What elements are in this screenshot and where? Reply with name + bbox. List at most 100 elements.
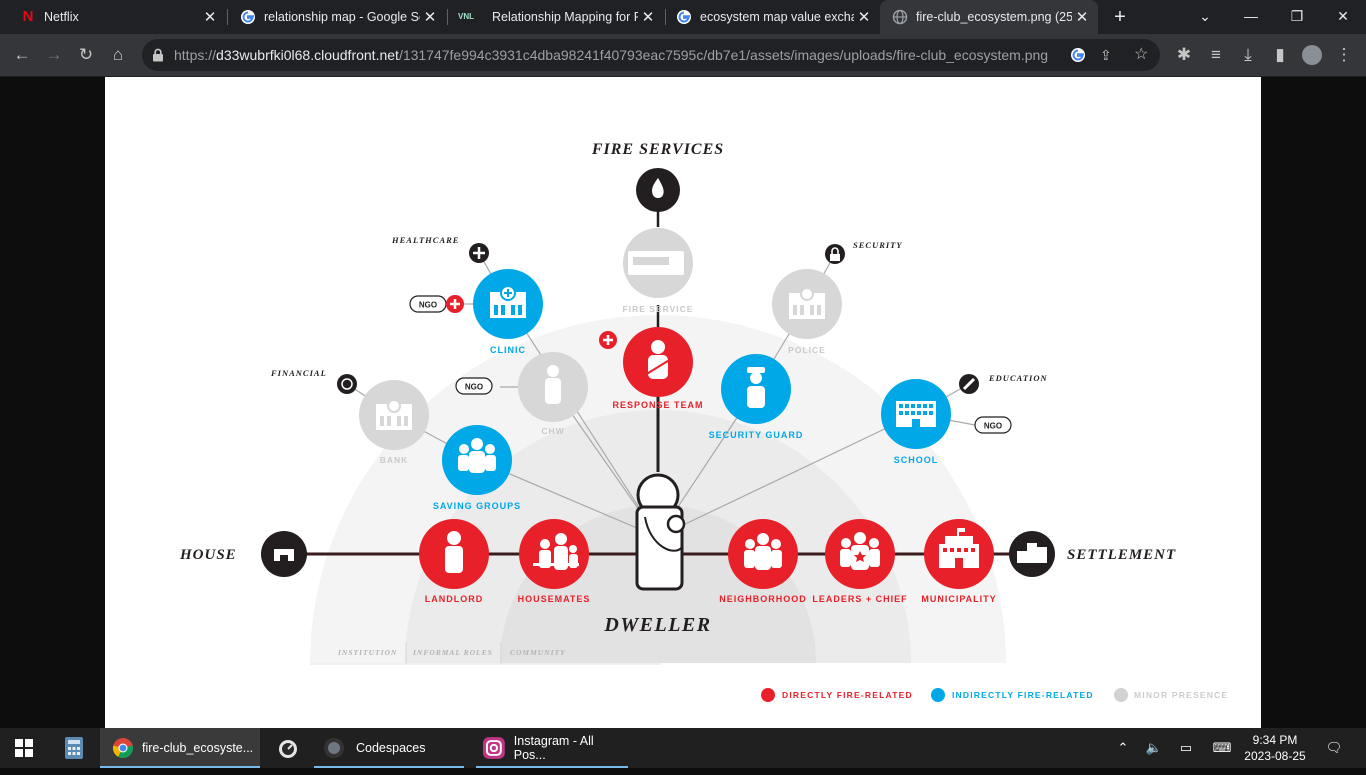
financial-label: FINANCIAL xyxy=(270,368,327,378)
legend-swatch-minor xyxy=(1114,688,1128,702)
fire-service-label: FIRE SERVICE xyxy=(623,304,694,314)
globe-icon xyxy=(892,9,908,25)
google-lens-icon[interactable] xyxy=(1070,47,1086,63)
restore-button[interactable]: ❐ xyxy=(1290,8,1304,24)
legend-indirect: INDIRECTLY FIRE-RELATED xyxy=(952,690,1094,700)
close-tab-icon[interactable]: ✕ xyxy=(1075,9,1089,26)
browser-tab-strip: N Netflix ✕ relationship map - Google Se… xyxy=(0,0,1366,34)
extensions-puzzle-icon[interactable]: ✱ xyxy=(1176,45,1192,64)
tab-relationship-mapping[interactable]: VNL Relationship Mapping for Pul ✕ xyxy=(446,0,664,34)
svg-text:NGO: NGO xyxy=(419,301,437,310)
windows-logo-icon xyxy=(15,739,33,757)
ring-label-community: COMMUNITY xyxy=(510,648,566,657)
saving-group-people-icon xyxy=(458,438,496,473)
tab-netflix[interactable]: N Netflix ✕ xyxy=(8,0,226,34)
school-label: SCHOOL xyxy=(894,455,939,465)
saving-groups-label: SAVING GROUPS xyxy=(433,501,521,511)
profile-avatar[interactable] xyxy=(1298,41,1326,69)
snipping-app[interactable] xyxy=(266,728,310,768)
close-tab-icon[interactable]: ✕ xyxy=(203,9,217,26)
fire-services-title: FIRE SERVICES xyxy=(591,141,724,158)
network-icon[interactable]: ▭ xyxy=(1179,740,1193,755)
minimize-button[interactable]: — xyxy=(1244,8,1258,24)
police-label: POLICE xyxy=(788,345,826,355)
forward-arrow-icon[interactable]: → xyxy=(45,45,63,64)
clock-time: 9:34 PM xyxy=(1252,733,1298,747)
education-label: EDUCATION xyxy=(988,373,1048,383)
housemates-label: HOUSEMATES xyxy=(518,594,591,604)
ring-label-informal-roles: INFORMAL ROLES xyxy=(412,648,493,657)
netflix-icon: N xyxy=(22,8,34,25)
lock-icon[interactable] xyxy=(152,48,164,62)
tray-chevron-up-icon[interactable]: ⌃ xyxy=(1117,740,1129,755)
start-button[interactable] xyxy=(0,728,48,768)
legend-swatch-direct xyxy=(761,688,775,702)
close-tab-icon[interactable]: ✕ xyxy=(857,9,871,26)
house-label: HOUSE xyxy=(179,547,237,563)
image-viewer: FIRE SERVICES FIRE SERVICE HEALTHCARE CL… xyxy=(105,77,1261,728)
keyboard-icon[interactable]: ⌨ xyxy=(1212,740,1232,755)
flame-icon xyxy=(652,178,664,198)
notification-icon[interactable]: 🗨 xyxy=(1325,740,1343,755)
back-arrow-icon[interactable]: ← xyxy=(13,45,31,64)
tab-google-search-2[interactable]: ecosystem map value exchar ✕ xyxy=(664,0,880,34)
close-tab-icon[interactable]: ✕ xyxy=(641,9,655,26)
clock[interactable]: 9:34 PM 2023-08-25 xyxy=(1242,728,1308,768)
instagram-icon xyxy=(482,737,505,759)
housemates-icon xyxy=(533,533,579,570)
codespaces-icon xyxy=(324,738,344,758)
tab-separator xyxy=(227,9,228,25)
reload-icon[interactable]: ↻ xyxy=(78,45,94,64)
media-control-icon[interactable]: ≡ xyxy=(1211,45,1221,64)
vnl-icon: VNL xyxy=(458,12,474,21)
url-text: https://d33wubrfki0l68.cloudfront.net/13… xyxy=(174,47,1049,63)
new-tab-button[interactable]: + xyxy=(1114,6,1126,28)
dweller-figure xyxy=(635,473,686,591)
dweller-label: DWELLER xyxy=(603,614,711,636)
tab-fire-club-ecosystem[interactable]: fire-club_ecosystem.png (255 ✕ xyxy=(880,0,1098,34)
chrome-menu-icon[interactable]: ⋮ xyxy=(1335,45,1353,64)
legend-direct: DIRECTLY FIRE-RELATED xyxy=(782,690,913,700)
side-panel-icon[interactable]: ▮ xyxy=(1275,45,1285,64)
ngo-badge-chw xyxy=(455,377,493,395)
calculator-icon xyxy=(65,737,83,759)
tab-google-search-1[interactable]: relationship map - Google Se ✕ xyxy=(228,0,446,34)
settlement-buildings-icon xyxy=(1017,543,1047,563)
tab-separator xyxy=(665,9,666,25)
address-bar[interactable]: https://d33wubrfki0l68.cloudfront.net/13… xyxy=(142,39,1160,71)
financial-coin-icon xyxy=(337,374,357,394)
google-icon xyxy=(677,10,691,24)
leaders-chief-label: LEADERS + CHIEF xyxy=(812,594,907,604)
taskbar-chrome-app[interactable]: fire-club_ecosyste... xyxy=(100,728,260,768)
calculator-app[interactable] xyxy=(52,728,96,768)
health-worker-icon xyxy=(547,365,559,377)
security-guard-label: SECURITY GUARD xyxy=(709,430,804,440)
volume-icon[interactable]: 🔈 xyxy=(1145,740,1163,755)
settlement-label: SETTLEMENT xyxy=(1067,547,1176,563)
taskbar-codespaces-app[interactable]: Codespaces xyxy=(314,728,464,768)
landlord-label: LANDLORD xyxy=(425,594,484,604)
guard-icon xyxy=(747,367,765,373)
tab-search-chevron-icon[interactable]: ⌄ xyxy=(1199,8,1211,24)
bookmark-star-icon[interactable]: ☆ xyxy=(1134,46,1149,63)
home-icon[interactable]: ⌂ xyxy=(112,45,124,64)
bank-label: BANK xyxy=(380,455,409,465)
browser-toolbar: ← → ↻ ⌂ https://d33wubrfki0l68.cloudfron… xyxy=(0,34,1366,77)
tab-separator xyxy=(447,9,448,25)
chw-label: CHW xyxy=(541,426,564,436)
security-label: SECURITY xyxy=(853,240,903,250)
ring-label-institution: INSTITUTION xyxy=(337,648,397,657)
close-tab-icon[interactable]: ✕ xyxy=(423,9,437,26)
clinic-label: CLINIC xyxy=(490,345,526,355)
share-icon[interactable]: ⇪ xyxy=(1100,47,1112,63)
download-icon[interactable]: ⤓ xyxy=(1244,45,1252,64)
close-window-button[interactable]: ✕ xyxy=(1337,8,1349,24)
landlord-icon xyxy=(447,531,461,545)
windows-taskbar: fire-club_ecosyste... Codespaces Instagr… xyxy=(0,728,1366,768)
neighborhood-people-icon xyxy=(744,533,782,570)
legend-swatch-indirect xyxy=(931,688,945,702)
response-team-label: RESPONSE TEAM xyxy=(612,400,703,410)
taskbar-instagram-app[interactable]: Instagram - All Pos... xyxy=(476,728,628,768)
municipality-label: MUNICIPALITY xyxy=(921,594,996,604)
legend: DIRECTLY FIRE-RELATED INDIRECTLY FIRE-RE… xyxy=(761,688,1227,702)
